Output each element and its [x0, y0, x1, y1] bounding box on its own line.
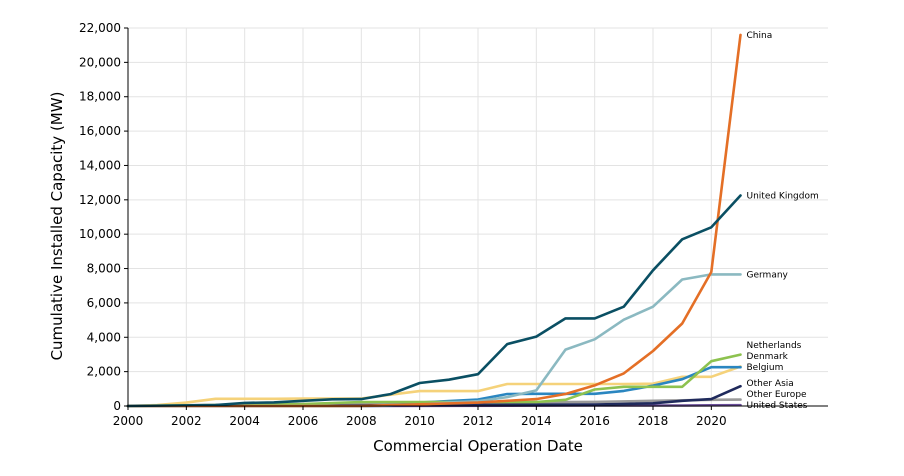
y-tick-label: 4,000	[87, 330, 121, 344]
series-line-china	[126, 33, 742, 408]
series-label-china: China	[747, 31, 773, 41]
series-line-netherlands	[126, 353, 742, 408]
series-label-united-kingdom: United Kingdom	[747, 192, 819, 202]
x-axis-label: Commercial Operation Date	[373, 437, 583, 455]
y-tick-label: 14,000	[79, 158, 121, 172]
y-tick-label: 2,000	[87, 365, 121, 379]
x-tick-label: 2016	[579, 414, 610, 428]
y-tick-label: 22,000	[79, 21, 121, 35]
x-tick-label: 2014	[521, 414, 552, 428]
series-label-other-asia: Other Asia	[747, 379, 794, 389]
series-label-denmark: Denmark	[747, 352, 789, 362]
series-line-united-kingdom	[126, 194, 742, 408]
x-tick-label: 2006	[288, 414, 319, 428]
y-tick-label: 8,000	[87, 262, 121, 276]
y-axis-ticks: 0 2,000 4,000 6,000 8,000 10,000 12,000 14,000 1…	[79, 21, 128, 413]
x-tick-label: 2010	[404, 414, 435, 428]
x-tick-label: 2008	[346, 414, 377, 428]
x-tick-label: 2012	[463, 414, 494, 428]
x-tick-label: 2004	[229, 414, 260, 428]
y-tick-label: 18,000	[79, 90, 121, 104]
x-tick-label: 2002	[171, 414, 202, 428]
series-line-other-asia	[126, 384, 742, 408]
y-tick-label: 20,000	[79, 55, 121, 69]
grid-lines	[127, 27, 828, 407]
series-label-united-states: United States	[747, 401, 808, 411]
series-lines	[126, 33, 742, 408]
y-tick-label: 10,000	[79, 227, 121, 241]
y-tick-label: 16,000	[79, 124, 121, 138]
x-axis-ticks: 2000 2002 2004 2006 2008 2010 2012 2014 2016 2018…	[113, 406, 727, 428]
x-tick-label: 2000	[113, 414, 144, 428]
series-label-germany: Germany	[747, 270, 789, 280]
series-label-belgium: Belgium	[747, 363, 784, 373]
series-label-netherlands: Netherlands	[747, 341, 802, 351]
series-line-denmark	[126, 365, 742, 408]
x-tick-label: 2020	[696, 414, 727, 428]
y-tick-label: 0	[113, 399, 121, 413]
series-label-other-europe: Other Europe	[747, 390, 808, 400]
x-tick-label: 2018	[638, 414, 669, 428]
y-tick-label: 12,000	[79, 193, 121, 207]
y-axis-label: Cumulative Installed Capacity (MW)	[48, 92, 66, 361]
y-tick-label: 6,000	[87, 296, 121, 310]
